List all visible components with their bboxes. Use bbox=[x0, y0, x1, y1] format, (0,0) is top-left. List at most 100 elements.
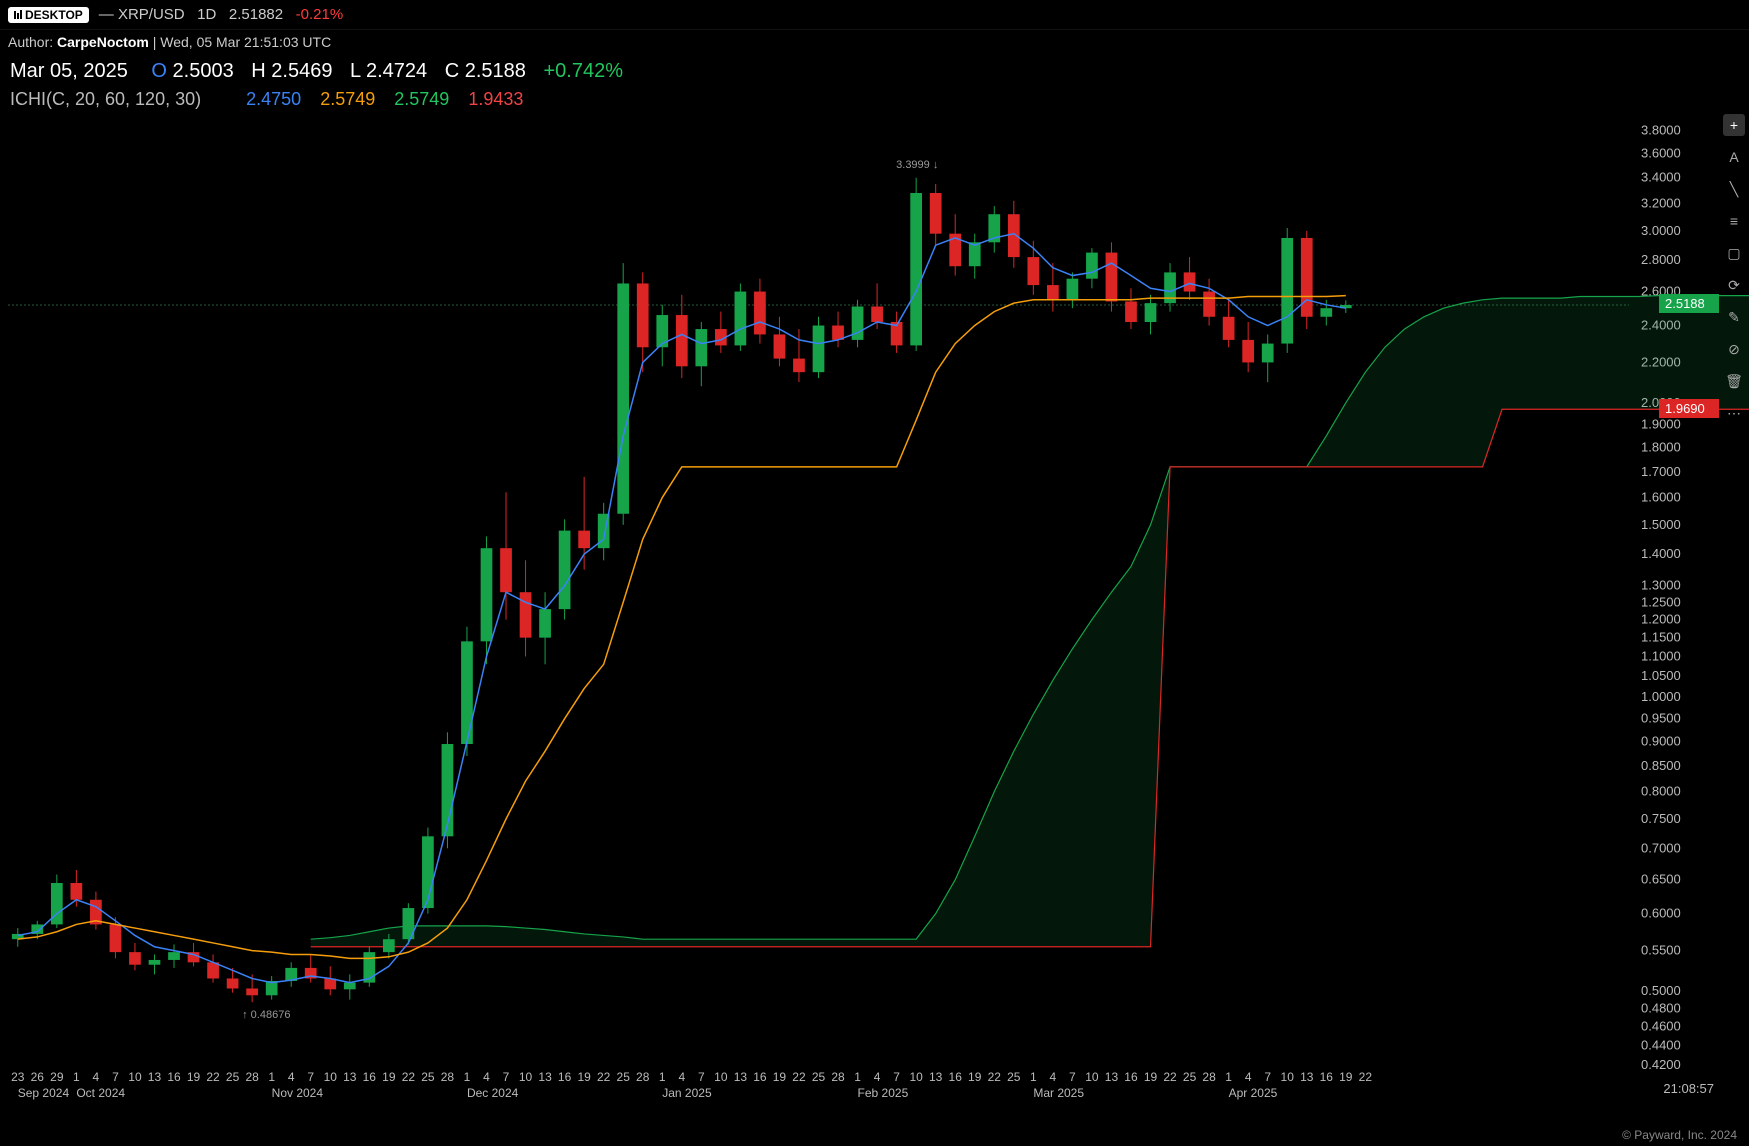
svg-text:3.0000: 3.0000 bbox=[1641, 223, 1681, 238]
svg-text:4: 4 bbox=[288, 1070, 295, 1084]
svg-text:1.1000: 1.1000 bbox=[1641, 649, 1681, 664]
svg-text:16: 16 bbox=[167, 1070, 181, 1084]
svg-text:7: 7 bbox=[112, 1070, 119, 1084]
svg-text:22: 22 bbox=[1163, 1070, 1177, 1084]
svg-text:Dec 2024: Dec 2024 bbox=[467, 1086, 519, 1100]
svg-text:4: 4 bbox=[874, 1070, 881, 1084]
svg-text:19: 19 bbox=[968, 1070, 982, 1084]
trendline-tool-icon[interactable]: ╲ bbox=[1723, 178, 1745, 200]
svg-text:Nov 2024: Nov 2024 bbox=[272, 1086, 324, 1100]
trash-tool-icon[interactable]: 🗑 bbox=[1723, 370, 1745, 392]
last-price: 2.51882 bbox=[229, 6, 283, 23]
svg-text:10: 10 bbox=[1281, 1070, 1295, 1084]
svg-text:22: 22 bbox=[402, 1070, 416, 1084]
svg-text:13: 13 bbox=[148, 1070, 162, 1084]
svg-text:10: 10 bbox=[909, 1070, 923, 1084]
svg-text:1.8000: 1.8000 bbox=[1641, 440, 1681, 455]
svg-text:22: 22 bbox=[206, 1070, 220, 1084]
svg-text:26: 26 bbox=[31, 1070, 45, 1084]
svg-text:7: 7 bbox=[1264, 1070, 1271, 1084]
annotation-high: 3.3999 ↓ bbox=[896, 159, 938, 171]
svg-text:28: 28 bbox=[441, 1070, 455, 1084]
svg-text:1: 1 bbox=[659, 1070, 666, 1084]
svg-text:0.7500: 0.7500 bbox=[1641, 811, 1681, 826]
author-name: CarpeNoctom bbox=[57, 34, 149, 50]
annotation-low: ↑ 0.48676 bbox=[242, 1009, 290, 1021]
chart-canvas[interactable]: 3.80003.60003.40003.20003.00002.80002.60… bbox=[0, 54, 1749, 1116]
svg-text:3.2000: 3.2000 bbox=[1641, 195, 1681, 210]
svg-text:1: 1 bbox=[854, 1070, 861, 1084]
svg-text:16: 16 bbox=[753, 1070, 767, 1084]
svg-text:25: 25 bbox=[421, 1070, 435, 1084]
svg-text:0.6000: 0.6000 bbox=[1641, 906, 1681, 921]
svg-text:22: 22 bbox=[1359, 1070, 1373, 1084]
symbol-line: — XRP/USD 1D 2.51882 -0.21% bbox=[99, 6, 343, 23]
price-tag-current: 2.5188 bbox=[1659, 294, 1719, 313]
svg-text:19: 19 bbox=[577, 1070, 591, 1084]
svg-text:0.6500: 0.6500 bbox=[1641, 872, 1681, 887]
svg-text:19: 19 bbox=[187, 1070, 201, 1084]
draw-tool-icon[interactable]: ✎ bbox=[1723, 306, 1745, 328]
svg-text:4: 4 bbox=[93, 1070, 100, 1084]
svg-text:13: 13 bbox=[343, 1070, 357, 1084]
svg-text:22: 22 bbox=[988, 1070, 1002, 1084]
svg-text:1.0500: 1.0500 bbox=[1641, 668, 1681, 683]
svg-text:16: 16 bbox=[1124, 1070, 1138, 1084]
svg-text:1.2000: 1.2000 bbox=[1641, 612, 1681, 627]
svg-text:1: 1 bbox=[268, 1070, 275, 1084]
svg-text:16: 16 bbox=[558, 1070, 572, 1084]
rectangle-tool-icon[interactable]: ▢ bbox=[1723, 242, 1745, 264]
svg-text:25: 25 bbox=[1007, 1070, 1021, 1084]
svg-text:25: 25 bbox=[226, 1070, 240, 1084]
hide-tool-icon[interactable]: ⊘ bbox=[1723, 338, 1745, 360]
svg-text:1.7000: 1.7000 bbox=[1641, 464, 1681, 479]
svg-text:3.4000: 3.4000 bbox=[1641, 170, 1681, 185]
svg-text:28: 28 bbox=[636, 1070, 650, 1084]
svg-text:0.4800: 0.4800 bbox=[1641, 1000, 1681, 1015]
svg-text:1.5000: 1.5000 bbox=[1641, 517, 1681, 532]
svg-text:7: 7 bbox=[698, 1070, 705, 1084]
footer-copyright: © Payward, Inc. 2024 bbox=[1618, 1124, 1741, 1146]
symbol: — XRP/USD bbox=[99, 6, 185, 23]
svg-text:0.7000: 0.7000 bbox=[1641, 840, 1681, 855]
svg-text:Apr 2025: Apr 2025 bbox=[1229, 1086, 1278, 1100]
svg-text:16: 16 bbox=[1320, 1070, 1334, 1084]
svg-text:16: 16 bbox=[363, 1070, 377, 1084]
svg-text:1.9000: 1.9000 bbox=[1641, 417, 1681, 432]
app-logo-badge: DESKTOP bbox=[8, 7, 89, 23]
text-tool-icon[interactable]: A bbox=[1723, 146, 1745, 168]
svg-text:4: 4 bbox=[1050, 1070, 1057, 1084]
svg-text:1.3000: 1.3000 bbox=[1641, 578, 1681, 593]
svg-text:0.5500: 0.5500 bbox=[1641, 943, 1681, 958]
more-tool-icon[interactable]: ⋯ bbox=[1723, 402, 1745, 424]
publish-time: Wed, 05 Mar 21:51:03 UTC bbox=[160, 34, 331, 50]
add-tool-icon[interactable]: + bbox=[1723, 114, 1745, 136]
svg-text:28: 28 bbox=[831, 1070, 845, 1084]
svg-text:13: 13 bbox=[538, 1070, 552, 1084]
svg-text:0.5000: 0.5000 bbox=[1641, 983, 1681, 998]
svg-text:4: 4 bbox=[483, 1070, 490, 1084]
svg-text:28: 28 bbox=[1202, 1070, 1216, 1084]
sync-tool-icon[interactable]: ⟳ bbox=[1723, 274, 1745, 296]
svg-text:Mar 2025: Mar 2025 bbox=[1033, 1086, 1084, 1100]
svg-text:Oct 2024: Oct 2024 bbox=[76, 1086, 125, 1100]
svg-text:1.1500: 1.1500 bbox=[1641, 630, 1681, 645]
svg-text:1.6000: 1.6000 bbox=[1641, 490, 1681, 505]
svg-text:Jan 2025: Jan 2025 bbox=[662, 1086, 712, 1100]
svg-text:25: 25 bbox=[617, 1070, 631, 1084]
svg-text:1.0000: 1.0000 bbox=[1641, 689, 1681, 704]
svg-text:29: 29 bbox=[50, 1070, 64, 1084]
svg-text:1: 1 bbox=[464, 1070, 471, 1084]
svg-text:22: 22 bbox=[597, 1070, 611, 1084]
interval: 1D bbox=[197, 6, 216, 23]
svg-text:1: 1 bbox=[1225, 1070, 1232, 1084]
horizontal-lines-icon[interactable]: ≡ bbox=[1723, 210, 1745, 232]
chart-area[interactable]: Mar 05, 2025 O 2.5003 H 2.5469 L 2.4724 … bbox=[0, 54, 1749, 1116]
svg-text:22: 22 bbox=[792, 1070, 806, 1084]
svg-text:19: 19 bbox=[773, 1070, 787, 1084]
svg-text:13: 13 bbox=[929, 1070, 943, 1084]
price-tag-support: 1.9690 bbox=[1659, 399, 1719, 418]
svg-text:25: 25 bbox=[1183, 1070, 1197, 1084]
svg-text:7: 7 bbox=[307, 1070, 314, 1084]
svg-text:10: 10 bbox=[1085, 1070, 1099, 1084]
